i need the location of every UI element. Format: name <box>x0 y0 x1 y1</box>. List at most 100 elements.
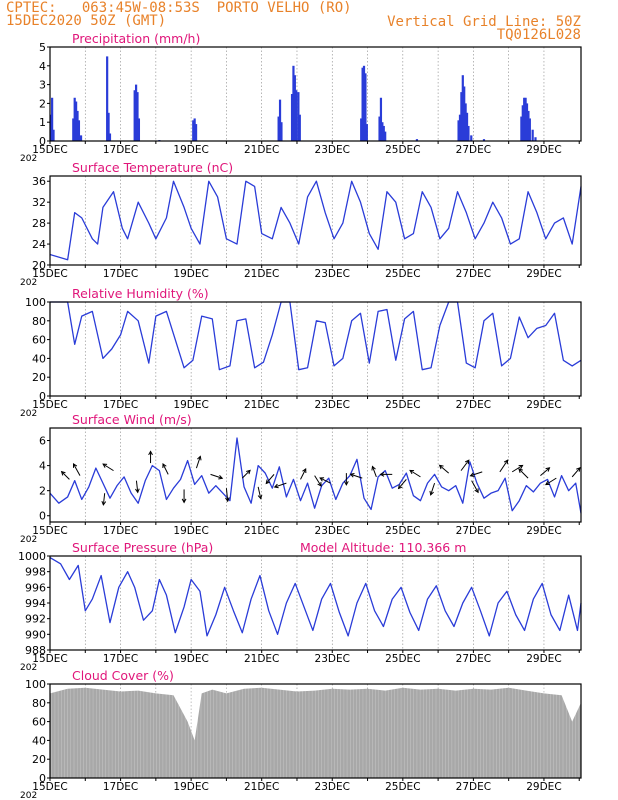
wind-arrow <box>398 479 407 489</box>
y-tick-label: 40 <box>32 734 46 747</box>
precip-panel: 0 1 2 3 4 5 15DEC 17DEC 19DEC 21DEC 23DEC 25DEC 27DE… <box>20 31 582 164</box>
x-tick-label: 17DEC <box>103 144 138 156</box>
wind-arrow <box>102 463 114 472</box>
wind-arrow-head <box>218 475 224 480</box>
y-tick-label: 60 <box>32 716 46 729</box>
precip-bar <box>278 99 282 141</box>
wind-arrow-head <box>429 490 434 496</box>
wind-frame <box>49 427 582 523</box>
x-year-fragment: 202 <box>20 535 37 545</box>
x-tick-label: 15DEC <box>32 525 67 537</box>
precip-bar <box>73 97 76 141</box>
precip-bar <box>361 67 364 141</box>
x-tick-label: 15DEC <box>32 268 67 280</box>
wind-arrow-head <box>576 466 581 472</box>
x-tick-label: 27DEC <box>456 525 491 537</box>
wind-arrow-head <box>181 498 187 504</box>
wind-arrow-head <box>464 459 470 465</box>
temp-panel: 20 24 28 32 36 15DEC 17DEC 19DEC 21DEC 23DEC 25DEC… <box>20 160 582 288</box>
x-tick-label: 25DEC <box>385 525 420 537</box>
precip-bar <box>523 97 526 141</box>
wind-arrow <box>545 477 557 486</box>
precip-title: Precipitation (mm/h) <box>72 31 200 46</box>
y-tick-label: 28 <box>32 217 46 230</box>
press-line <box>49 557 582 637</box>
precip-bar <box>520 116 523 141</box>
x-tick-label: 23DEC <box>315 268 350 280</box>
wind-arrow-head <box>545 467 551 472</box>
precip-bar <box>381 122 384 141</box>
x-tick-label: 27DEC <box>456 144 491 156</box>
y-tick-label: 100 <box>25 678 46 691</box>
x-year-fragment: 202 <box>20 409 37 419</box>
y-tick-label: 36 <box>32 175 46 188</box>
wind-arrow-head <box>518 464 524 470</box>
model-altitude: Model Altitude: 110.366 m <box>300 540 466 555</box>
wind-arrow-head <box>265 479 271 485</box>
y-tick-label: 992 <box>25 613 46 626</box>
wind-arrow <box>135 480 139 493</box>
precip-bar <box>77 120 81 141</box>
y-tick-label: 1000 <box>18 550 46 563</box>
wind-arrow <box>102 493 106 505</box>
wind-arrow-head <box>379 472 385 477</box>
y-tick-label: 998 <box>25 566 46 579</box>
precip-bar <box>297 92 300 141</box>
cloud-panel: 0 20 40 60 80 100 15DEC 17DEC 19DEC 21DEC 23DEC 25D… <box>20 668 582 800</box>
precip-bar <box>467 125 470 141</box>
x-tick-label: 23DEC <box>315 781 350 793</box>
x-year-fragment: 202 <box>20 278 37 288</box>
x-tick-label: 25DEC <box>385 781 420 793</box>
precip-bar <box>277 116 280 141</box>
press-frame <box>49 555 582 651</box>
precip-bar <box>76 110 79 141</box>
wind-arrow-head <box>197 455 202 461</box>
precip-bar <box>137 118 141 141</box>
wind-arrow <box>73 463 81 476</box>
precip-bar <box>194 124 198 141</box>
wind-arrow-head <box>257 494 263 500</box>
wind-arrow <box>319 477 331 484</box>
wind-arrow <box>225 488 229 502</box>
precip-bar <box>525 103 529 141</box>
wind-arrow <box>350 473 363 479</box>
wind-arrow-head <box>397 484 403 490</box>
wind-arrow <box>439 464 450 474</box>
precip-frame <box>49 46 582 142</box>
x-year-fragment: 202 <box>20 663 37 673</box>
precip-bar <box>531 129 534 141</box>
precip-bar <box>298 114 301 141</box>
wind-arrow-head <box>60 470 66 476</box>
x-tick-label: 27DEC <box>456 268 491 280</box>
wind-arrow-head <box>72 463 78 468</box>
y-tick-label: 0 <box>39 135 46 148</box>
y-tick-label: 3 <box>39 79 46 92</box>
precip-bar <box>364 73 367 141</box>
precip-bar <box>521 105 524 141</box>
y-tick-label: 32 <box>32 196 46 209</box>
wind-arrow <box>511 464 523 473</box>
press-title: Surface Pressure (hPa) <box>72 540 213 555</box>
precip-bar <box>534 137 537 141</box>
wind-arrow-head <box>474 488 479 494</box>
wind-arrow <box>265 474 275 484</box>
y-tick-label: 5 <box>39 41 46 54</box>
temp-frame <box>49 175 582 266</box>
precip-bar <box>415 139 419 141</box>
x-tick-label: 29DEC <box>526 781 561 793</box>
wind-arrow-head <box>349 473 355 478</box>
precip-bar <box>365 124 368 141</box>
x-tick-label: 19DEC <box>173 781 208 793</box>
wind-arrow-head <box>518 468 523 474</box>
precip-bar <box>527 110 530 141</box>
x-tick-label: 21DEC <box>244 653 279 665</box>
x-tick-label: 25DEC <box>385 144 420 156</box>
x-tick-label: 27DEC <box>456 399 491 411</box>
wind-arrow-head <box>344 481 349 486</box>
wind-line <box>49 437 582 514</box>
wind-arrow <box>300 468 307 480</box>
x-tick-label: 17DEC <box>103 653 138 665</box>
y-tick-label: 80 <box>32 697 46 710</box>
wind-arrow-head <box>438 464 444 470</box>
